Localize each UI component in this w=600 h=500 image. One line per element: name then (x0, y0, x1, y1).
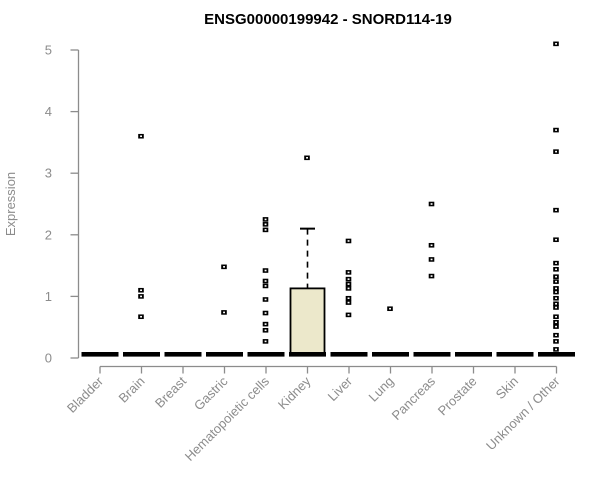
data-point-center (555, 306, 557, 309)
chart-title: ENSG00000199942 - SNORD114-19 (204, 11, 452, 28)
data-point-center (430, 203, 433, 205)
y-tick-label: 4 (45, 104, 52, 119)
data-point-center (555, 43, 557, 45)
data-point-center (223, 266, 225, 268)
data-point-center (555, 287, 557, 290)
data-point-center (347, 301, 350, 304)
data-point-center (430, 275, 433, 277)
data-point-center (555, 302, 557, 305)
data-point-center (140, 295, 142, 298)
data-point-center (264, 323, 267, 325)
data-point-center (389, 307, 391, 310)
series (81, 41, 575, 357)
data-point-center (555, 150, 557, 153)
data-point-center (555, 209, 557, 211)
x-tick-label: Breast (152, 373, 189, 410)
x-tick-label: Prostate (435, 374, 480, 419)
data-point-center (347, 278, 350, 280)
data-point-center (555, 238, 557, 241)
data-point-center (555, 334, 557, 337)
data-point-center (264, 280, 267, 282)
data-point-center (347, 283, 350, 285)
median-bar (496, 352, 534, 357)
data-point-center (555, 315, 557, 318)
x-tick-label: Kidney (275, 373, 314, 412)
data-point-center (555, 291, 557, 293)
data-point-center (347, 240, 350, 242)
data-point-center (347, 287, 350, 290)
data-point-center (555, 340, 557, 343)
data-point-center (555, 297, 557, 300)
median-bar (289, 352, 326, 357)
data-point-center (264, 218, 267, 221)
x-tick-label: Bladder (64, 373, 107, 416)
median-bar (206, 352, 243, 357)
data-point-center (264, 329, 267, 332)
data-point-center (264, 223, 267, 226)
median-bar (164, 352, 202, 357)
data-point-center (140, 135, 142, 138)
data-point-center (555, 321, 557, 324)
data-point-center (347, 271, 350, 274)
data-point-center (264, 340, 267, 343)
data-point-center (430, 244, 433, 247)
median-bar (455, 352, 492, 357)
y-tick-label: 1 (45, 289, 52, 304)
x-tick-label: Skin (493, 374, 521, 402)
x-tick-label: Unknown / Other (483, 373, 563, 453)
data-point-center (555, 275, 557, 278)
data-point-center (555, 280, 557, 283)
data-point-center (555, 129, 557, 131)
data-point-center (264, 269, 267, 272)
x-tick-label: Liver (325, 373, 356, 404)
x-tick-label: Brain (116, 374, 148, 406)
data-point-center (347, 297, 350, 300)
box (289, 287, 326, 356)
x-tick-label: Gastric (191, 373, 231, 413)
y-tick-label: 5 (45, 43, 52, 58)
data-point-center (140, 315, 142, 318)
median-bar (247, 352, 285, 357)
data-point-center (223, 311, 225, 314)
data-point-center (264, 285, 267, 287)
median-bar (123, 352, 160, 357)
data-point-center (264, 298, 267, 301)
median-bar (538, 352, 575, 357)
data-point-center (555, 348, 557, 351)
y-axis-label: Expression (3, 172, 18, 236)
data-point-center (264, 312, 267, 314)
data-point-center (264, 229, 267, 231)
data-point-center (306, 157, 308, 159)
data-point-center (555, 262, 557, 264)
x-tick-label: Pancreas (389, 373, 439, 423)
median-bar (372, 352, 409, 357)
data-point-center (555, 268, 557, 271)
data-point-center (430, 258, 433, 261)
data-point-center (347, 314, 350, 316)
median-bar (330, 352, 368, 357)
y-tick-label: 0 (45, 351, 52, 366)
y-tick-label: 2 (45, 227, 52, 242)
median-bar (81, 352, 119, 357)
y-tick-label: 3 (45, 166, 52, 181)
x-tick-label: Lung (366, 374, 397, 405)
median-bar (413, 352, 451, 357)
data-point-center (140, 289, 142, 292)
data-point-center (555, 325, 557, 328)
